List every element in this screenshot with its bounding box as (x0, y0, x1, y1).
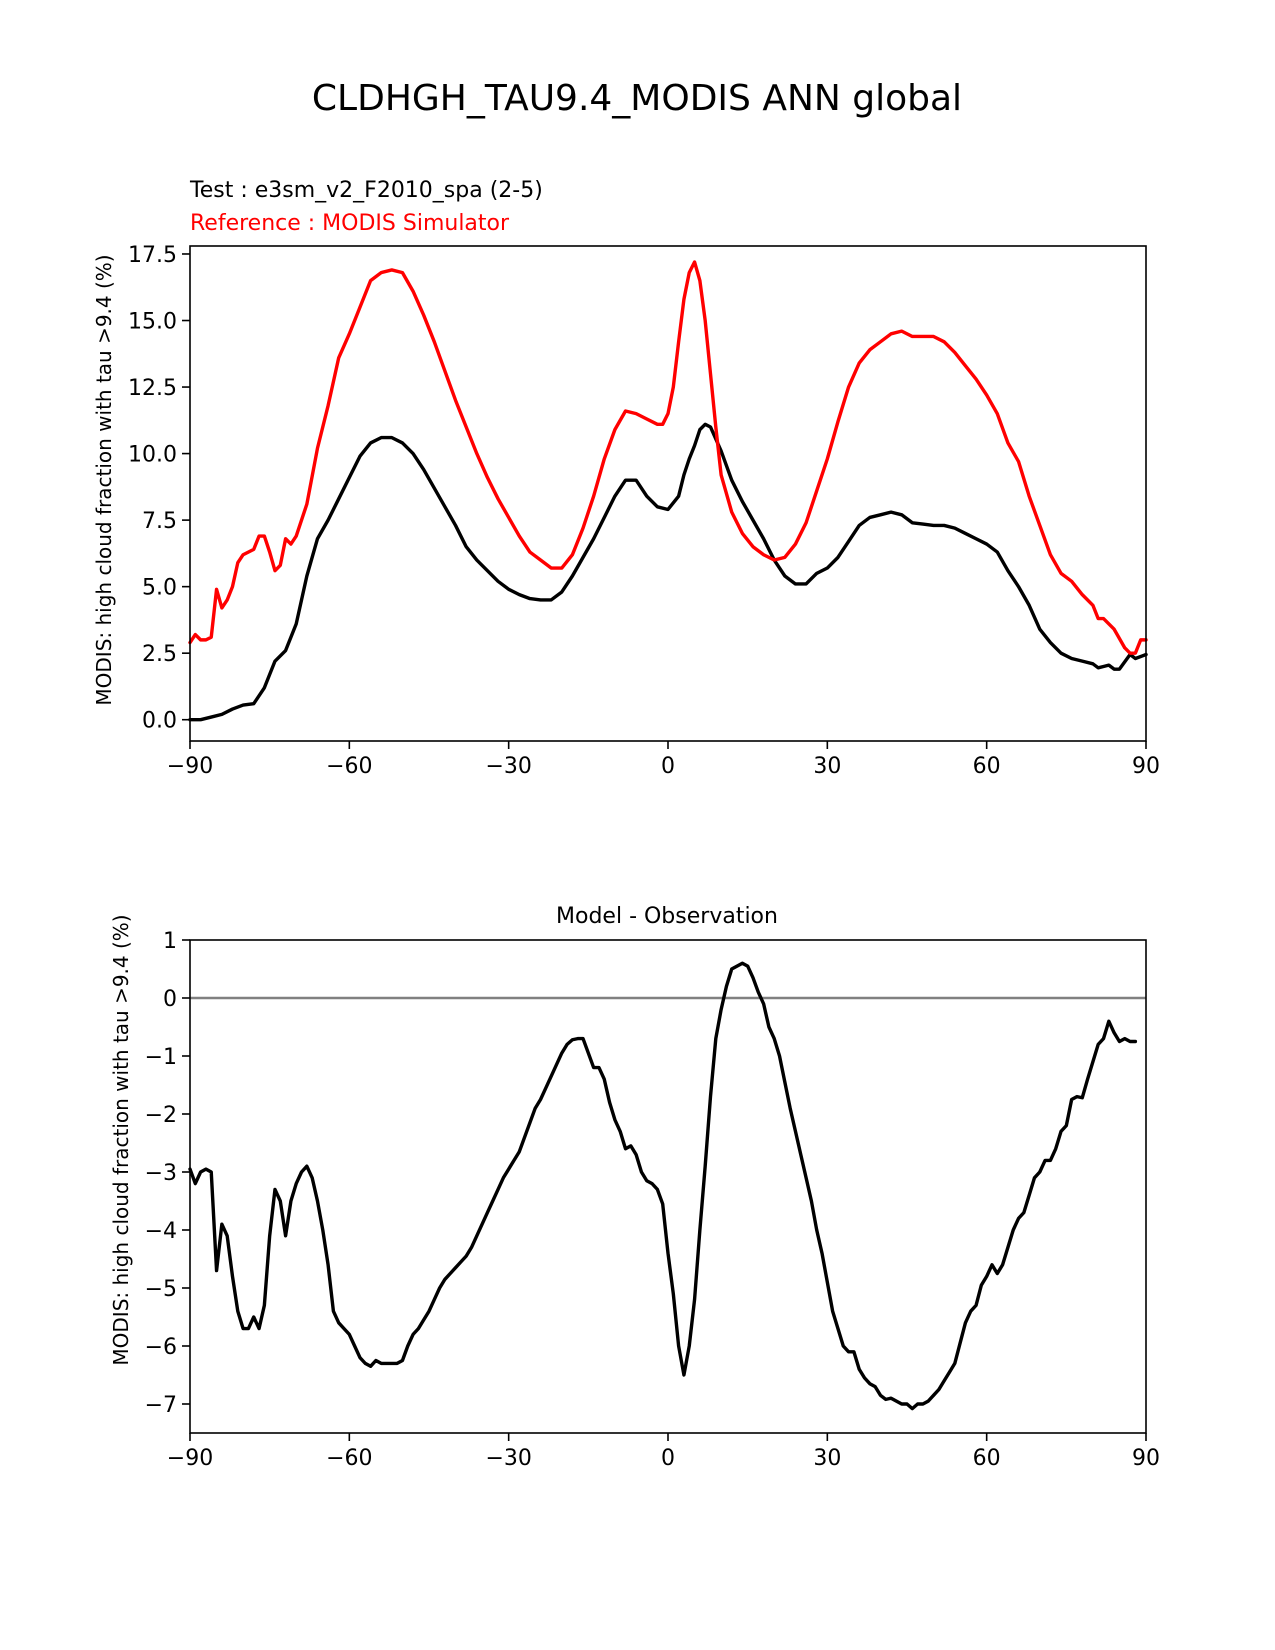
y-tick-label: 5.0 (142, 576, 177, 601)
plot-frame (189, 939, 1147, 1434)
test-label: Test : e3sm_v2_F2010_spa (2-5) (189, 178, 543, 203)
y-tick-label: 0 (163, 987, 177, 1012)
y-tick-label: 15.0 (128, 310, 177, 335)
plot-frame (189, 245, 1147, 742)
y-tick-label: 1 (163, 929, 177, 954)
y-tick-label: 0.0 (142, 709, 177, 734)
y-tick-label: −7 (145, 1393, 177, 1418)
figure-title: CLDHGH_TAU9.4_MODIS ANN global (312, 78, 962, 119)
reference-label: Reference : MODIS Simulator (190, 211, 510, 236)
x-tick-label: −30 (485, 754, 531, 779)
y-tick-label: −3 (145, 1161, 177, 1186)
bottom-panel: Model - Observation −90 −60 −30 0 30 60 90 1 0 −1… (109, 904, 1160, 1471)
y-tick-label: 17.5 (128, 243, 177, 268)
x-tick-label: −30 (485, 1446, 531, 1471)
y-tick-label: 10.0 (128, 443, 177, 468)
y-tick-label: 7.5 (142, 509, 177, 534)
top-plot-area: −90 −60 −30 0 30 60 90 0.0 2.5 5.0 7.5 10.0 12.5 15.0… (128, 243, 1160, 779)
x-tick-label: 60 (973, 1446, 1001, 1471)
x-tick-label: −90 (167, 754, 213, 779)
y-tick-label: −2 (145, 1103, 177, 1128)
x-tick-label: −90 (167, 1446, 213, 1471)
x-tick-label: 0 (661, 1446, 675, 1471)
top-ylabel: MODIS: high cloud fraction with tau >9.4… (92, 254, 116, 705)
test-series-line (188, 422, 1148, 722)
x-tick-label: −60 (326, 1446, 372, 1471)
bottom-ylabel: MODIS: high cloud fraction with tau >9.4… (109, 914, 133, 1365)
y-tick-label: −6 (145, 1335, 177, 1360)
x-tick-label: 30 (813, 1446, 841, 1471)
x-tick-label: 60 (973, 754, 1001, 779)
y-tick-label: −4 (145, 1219, 177, 1244)
bottom-plot-area: −90 −60 −30 0 30 60 90 1 0 −1 −2 −3 −4 −5 −6 −7 (145, 929, 1160, 1471)
difference-series-line (188, 961, 1138, 1411)
y-tick-label: −5 (145, 1277, 177, 1302)
x-tick-label: 90 (1132, 1446, 1160, 1471)
top-panel: Test : e3sm_v2_F2010_spa (2-5) Reference… (92, 178, 1160, 779)
x-tick-label: 90 (1132, 754, 1160, 779)
x-tick-label: 0 (661, 754, 675, 779)
bottom-title: Model - Observation (556, 904, 778, 929)
y-tick-label: −1 (145, 1045, 177, 1070)
reference-series-line (188, 260, 1148, 655)
x-tick-label: −60 (326, 754, 372, 779)
x-tick-label: 30 (813, 754, 841, 779)
y-tick-label: 12.5 (128, 376, 177, 401)
y-tick-label: 2.5 (142, 642, 177, 667)
